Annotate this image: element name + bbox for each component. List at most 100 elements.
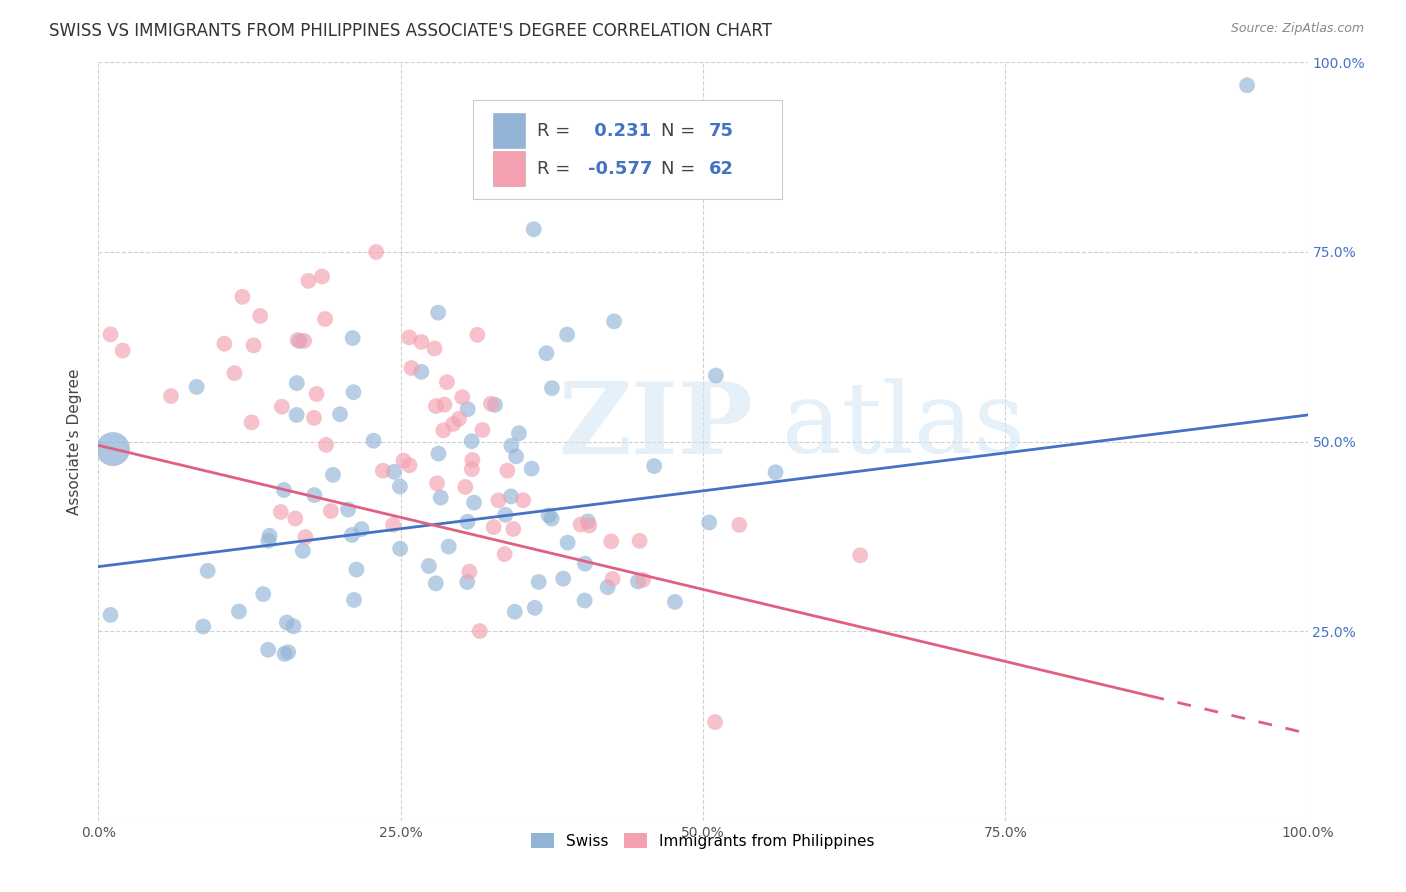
Point [602, 572, 624, 586]
Point [311, 269, 333, 284]
Point [322, 467, 344, 482]
Point [1236, 78, 1258, 92]
Point [252, 587, 274, 601]
Point [447, 412, 470, 426]
Point [284, 511, 307, 525]
Point [461, 462, 484, 476]
Point [363, 434, 385, 448]
Point [494, 547, 516, 561]
Point [329, 407, 352, 421]
Point [468, 624, 491, 639]
Text: -0.577: -0.577 [588, 160, 652, 178]
Point [242, 338, 264, 352]
Point [342, 385, 364, 400]
Point [569, 517, 592, 532]
Point [111, 343, 134, 358]
Point [537, 508, 560, 523]
Point [603, 314, 626, 328]
Point [160, 389, 183, 403]
Point [523, 600, 546, 615]
Point [398, 458, 420, 473]
Point [520, 461, 543, 475]
Point [765, 465, 787, 479]
Text: SWISS VS IMMIGRANTS FROM PHILIPPINES ASSOCIATE'S DEGREE CORRELATION CHART: SWISS VS IMMIGRANTS FROM PHILIPPINES ASS… [49, 22, 772, 40]
Point [257, 642, 280, 657]
Text: N =: N = [661, 121, 700, 140]
Point [340, 528, 363, 542]
Point [704, 177, 727, 191]
Point [382, 465, 405, 479]
Point [276, 615, 298, 630]
Point [429, 491, 451, 505]
Point [471, 423, 494, 437]
Point [401, 361, 423, 376]
Point [508, 426, 530, 441]
Point [596, 580, 619, 594]
Point [273, 483, 295, 497]
FancyBboxPatch shape [492, 151, 526, 186]
Text: 0.231: 0.231 [588, 121, 651, 140]
Point [100, 327, 122, 342]
Point [224, 366, 246, 380]
Point [704, 715, 727, 730]
Point [849, 548, 872, 563]
Point [100, 607, 122, 622]
Legend: Swiss, Immigrants from Philippines: Swiss, Immigrants from Philippines [524, 827, 882, 855]
Point [523, 222, 546, 236]
Point [297, 274, 319, 288]
Point [456, 574, 478, 589]
FancyBboxPatch shape [492, 113, 526, 148]
Point [553, 572, 575, 586]
Point [302, 410, 325, 425]
Text: Source: ZipAtlas.com: Source: ZipAtlas.com [1230, 22, 1364, 36]
FancyBboxPatch shape [474, 101, 782, 199]
Point [314, 312, 336, 326]
Point [427, 305, 450, 319]
Point [240, 416, 263, 430]
Point [433, 398, 456, 412]
Point [555, 327, 578, 342]
Point [193, 619, 215, 633]
Point [427, 447, 450, 461]
Point [499, 489, 522, 503]
Point [664, 595, 686, 609]
Point [536, 346, 558, 360]
Point [505, 450, 527, 464]
Point [578, 518, 600, 533]
Point [728, 517, 751, 532]
Point [389, 541, 412, 556]
Point [457, 402, 479, 417]
Point [557, 535, 579, 549]
Point [277, 645, 299, 659]
Point [231, 290, 253, 304]
Point [305, 387, 328, 401]
Point [456, 515, 478, 529]
Point [319, 504, 342, 518]
Point [371, 464, 394, 478]
Point [270, 505, 292, 519]
Text: 62: 62 [709, 160, 734, 178]
Point [527, 574, 550, 589]
Point [502, 522, 524, 536]
Point [392, 453, 415, 467]
Point [496, 464, 519, 478]
Text: ZIP: ZIP [558, 378, 752, 475]
Text: 75: 75 [709, 121, 734, 140]
Text: atlas: atlas [782, 378, 1025, 475]
Point [315, 438, 337, 452]
Point [398, 330, 420, 344]
Point [304, 488, 326, 502]
Point [342, 331, 364, 345]
Point [350, 522, 373, 536]
Point [101, 442, 124, 457]
Point [643, 458, 665, 473]
Point [259, 529, 281, 543]
Point [463, 495, 485, 509]
Point [291, 544, 314, 558]
Point [214, 336, 236, 351]
Point [425, 399, 447, 413]
Point [388, 479, 411, 493]
Point [228, 605, 250, 619]
Point [540, 511, 562, 525]
Point [346, 562, 368, 576]
